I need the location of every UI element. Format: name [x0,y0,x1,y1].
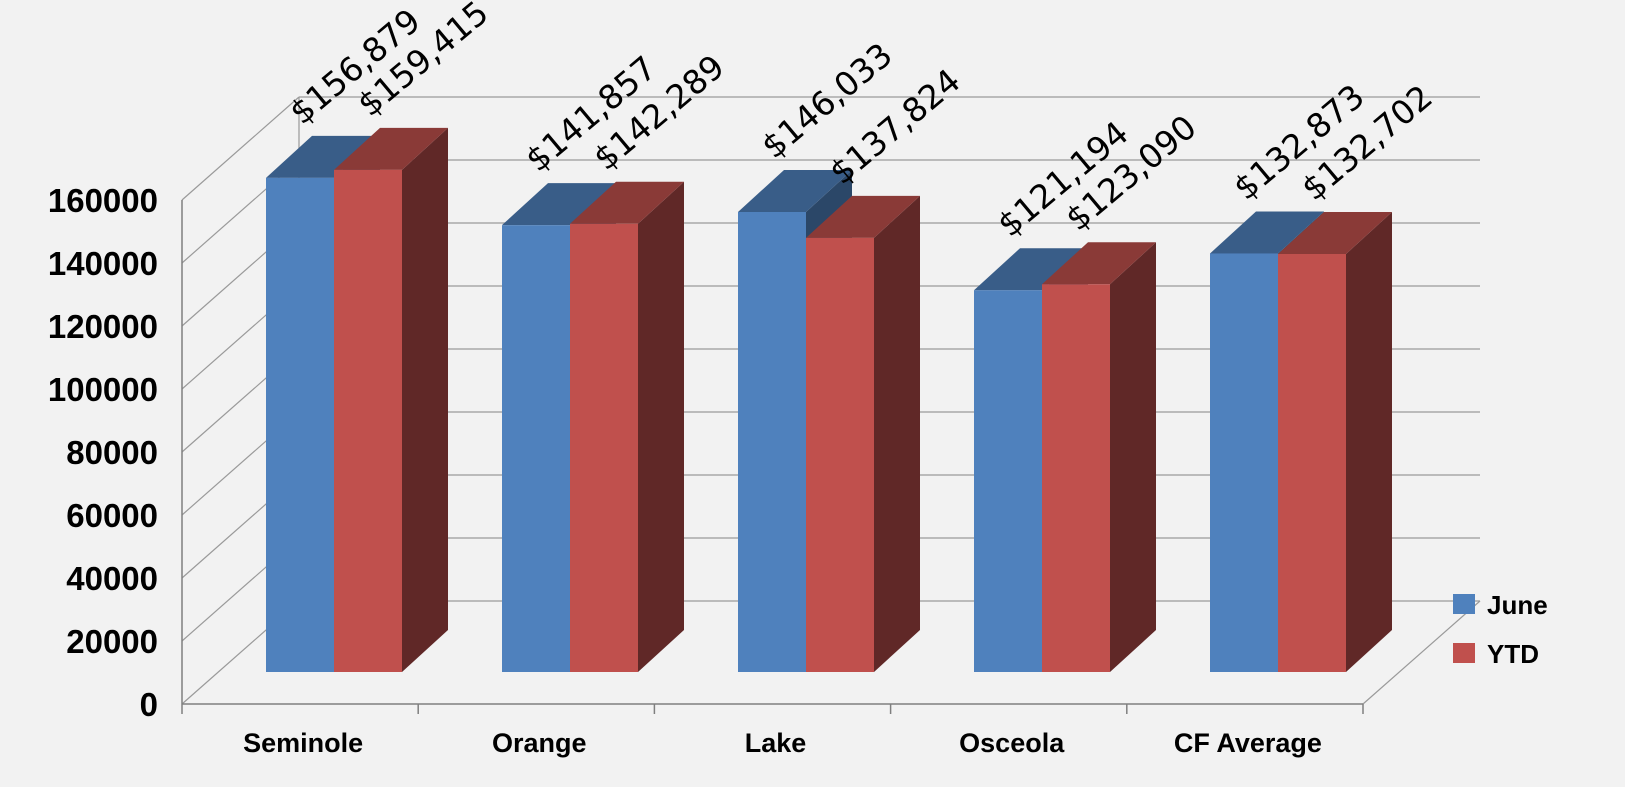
legend-label-ytd: YTD [1487,639,1539,669]
y-tick-label: 80000 [66,434,158,471]
bar-top [266,135,380,178]
x-axis: Seminole Orange Lake Osceola CF Average [181,200,1364,758]
legend-label-june: June [1487,590,1548,620]
bar-front [502,225,570,672]
y-axis-ticks: 0 20000 40000 60000 80000 100000 120000 140000 1… [48,182,158,723]
bar-top [1210,211,1324,254]
bar-ytd-orange [570,181,684,672]
floor-right-edge [1362,600,1481,705]
y-tick-label: 40000 [66,560,158,597]
y-tick-label: 160000 [48,182,158,219]
y-tick-label: 120000 [48,308,158,345]
y-tick-label: 60000 [66,497,158,534]
bar-front [738,211,806,673]
bar-front [974,290,1042,672]
x-tick-label: Orange [492,728,587,758]
bar-top [806,195,920,238]
legend: June YTD [1453,590,1548,669]
y-tick-label: 140000 [48,245,158,282]
bar-front [806,237,874,672]
legend-swatch-june [1453,594,1475,614]
bar-front [570,223,638,672]
legend-swatch-ytd [1453,643,1475,663]
bar-front [266,177,334,672]
bar-side [638,181,684,672]
bar-side [874,195,920,672]
bar-top [974,248,1088,291]
y-tick-label: 20000 [66,623,158,660]
x-tick-label: Lake [745,728,807,758]
bar-top [1042,242,1156,285]
bar-side [1346,211,1392,672]
bar-front [1278,253,1346,672]
bar-side [402,127,448,672]
y-tick-label: 100000 [48,371,158,408]
x-tick-label: CF Average [1174,728,1322,758]
y-tick-label: 0 [140,686,158,723]
bar-top [502,183,616,226]
bar-top [1278,211,1392,254]
bar-front [1210,253,1278,672]
bar-ytd-osceola [1042,242,1156,673]
side-gridline [181,96,300,201]
bar-front [1042,284,1110,672]
x-tick-label: Osceola [959,728,1065,758]
bar-top [334,127,448,170]
bar-top [570,181,684,224]
bar-ytd-lake [806,195,920,672]
bar-front [334,169,402,672]
bar-side [1110,242,1156,673]
bars [266,127,1392,673]
x-tick-label: Seminole [243,728,363,758]
bar-ytd-cf-average [1278,211,1392,672]
bar-ytd-seminole [334,127,448,672]
bar-top [738,169,852,212]
